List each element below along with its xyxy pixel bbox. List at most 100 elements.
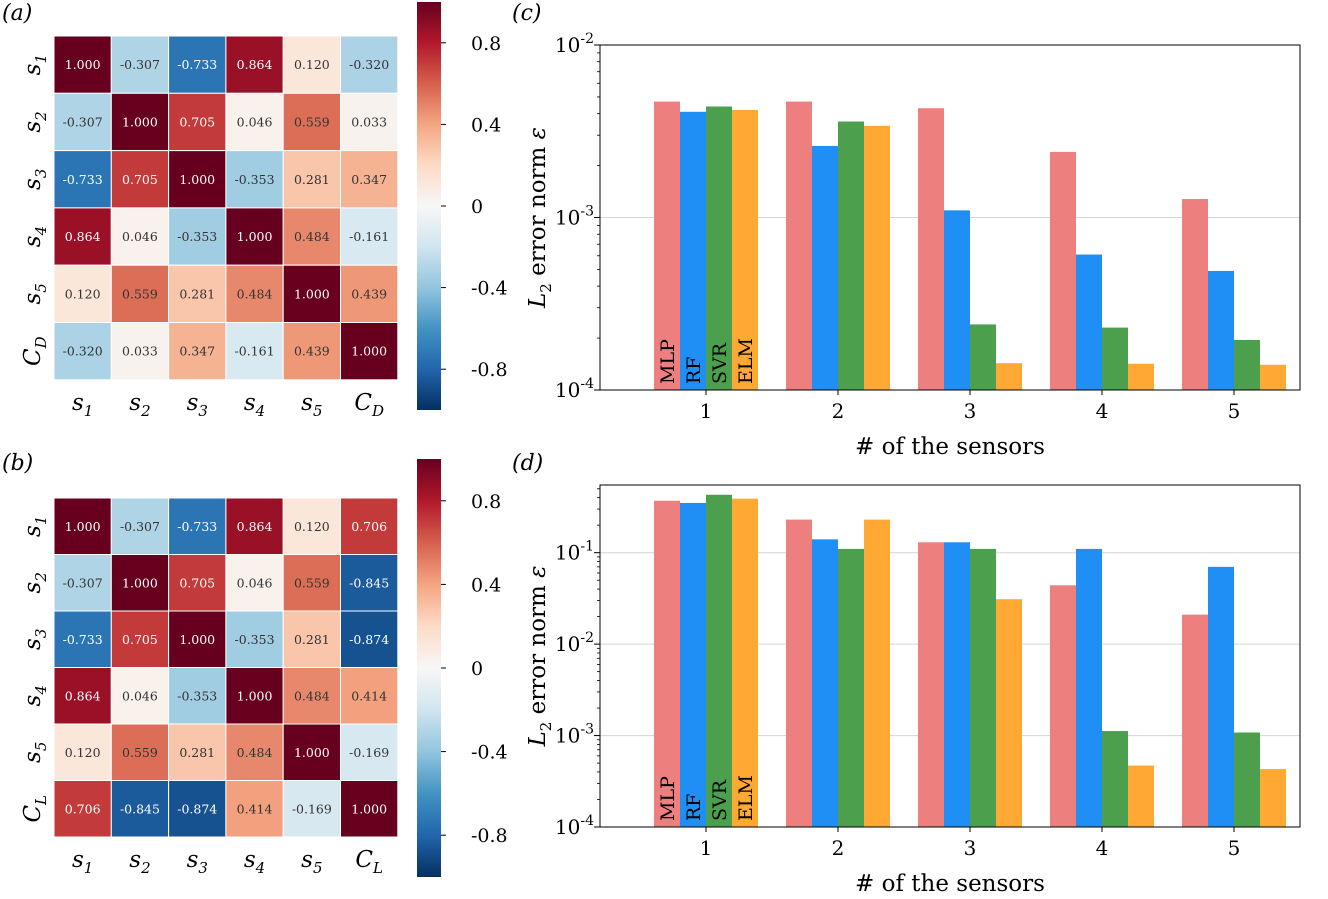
cell-value: 0.559 xyxy=(294,114,330,129)
heatmap-cell xyxy=(225,92,284,152)
y-tick-label: s5 xyxy=(20,742,50,763)
cell-value: -0.733 xyxy=(177,519,217,534)
y-tick-label: s4 xyxy=(20,685,50,706)
cell-value: 0.281 xyxy=(294,172,330,187)
heatmap-cell xyxy=(282,322,342,381)
cell-value: 0.864 xyxy=(237,519,273,534)
x-tick-label: s5 xyxy=(301,847,322,877)
heatmap-cell xyxy=(110,150,170,209)
cell-value: -0.353 xyxy=(177,229,217,244)
axes-frame xyxy=(599,484,1301,828)
bar-series-label: RF xyxy=(683,357,705,385)
heatmap-cell xyxy=(110,610,170,668)
y-tick-label: CD xyxy=(20,336,50,366)
heatmap-cell xyxy=(110,35,170,94)
x-tick-label: 3 xyxy=(964,836,977,860)
colorbar-tick-label: -0.4 xyxy=(471,278,508,300)
y-tick-label: s1 xyxy=(20,516,50,537)
y-tick-label: s3 xyxy=(20,629,50,650)
bar-series-label: RF xyxy=(683,794,705,822)
bar-elm xyxy=(1128,363,1154,390)
cell-value: -0.874 xyxy=(349,632,389,647)
bar-svr xyxy=(1102,731,1128,827)
bar-series-label: SVR xyxy=(709,342,731,384)
cell-value: 0.484 xyxy=(294,229,330,244)
cell-value: 1.000 xyxy=(237,688,273,703)
y-tick-label: 10-4 xyxy=(555,376,594,402)
bar-rf xyxy=(812,539,838,827)
bar-elm xyxy=(1260,769,1286,827)
bar-rf xyxy=(1076,254,1102,390)
bar-rf xyxy=(1076,548,1102,827)
cell-value: 1.000 xyxy=(294,286,330,301)
bar-mlp xyxy=(786,519,812,827)
cell-value: 0.281 xyxy=(179,286,215,301)
panel-label-b: (b) xyxy=(2,451,33,476)
cell-value: -0.353 xyxy=(235,632,275,647)
bar-svr xyxy=(706,494,732,827)
y-tick-label: s2 xyxy=(20,111,50,132)
bar-elm xyxy=(732,498,758,827)
bar-svr xyxy=(1234,732,1260,827)
heatmap-cell xyxy=(282,554,342,612)
cell-value: 0.864 xyxy=(237,57,273,72)
x-tick-label: s4 xyxy=(244,390,265,420)
cell-value: 0.281 xyxy=(179,745,215,760)
heatmap-cell xyxy=(282,207,342,266)
bar-mlp xyxy=(1050,585,1076,827)
bar-rf xyxy=(944,542,970,827)
x-tick-label: s1 xyxy=(72,390,93,420)
x-tick-label: s3 xyxy=(187,390,208,420)
x-tick-label: 2 xyxy=(832,836,845,860)
heatmap-cell xyxy=(53,497,112,555)
cell-value: 0.414 xyxy=(351,688,387,703)
bar-mlp xyxy=(654,500,680,827)
y-tick-label: 10-2 xyxy=(555,630,594,656)
cell-value: 0.705 xyxy=(179,575,215,590)
heatmap-cell xyxy=(225,322,284,381)
cell-value: 1.000 xyxy=(179,632,215,647)
y-tick-label: s5 xyxy=(20,283,50,304)
heatmap-cell xyxy=(282,667,342,725)
bar-rf xyxy=(944,210,970,390)
cell-value: -0.320 xyxy=(63,344,103,359)
heatmap-cell xyxy=(168,610,227,668)
cell-value: 0.484 xyxy=(237,745,273,760)
bar-mlp xyxy=(1182,199,1208,390)
cell-value: 1.000 xyxy=(237,229,273,244)
cell-value: 0.046 xyxy=(122,688,158,703)
cell-value: -0.307 xyxy=(120,519,160,534)
colorbar-tick-label: 0.4 xyxy=(471,574,501,596)
bar-mlp xyxy=(918,108,944,391)
cell-value: -0.161 xyxy=(235,344,275,359)
cell-value: -0.320 xyxy=(349,57,389,72)
x-tick-label: 1 xyxy=(700,399,713,423)
bar-chart-d: 1 2 3 4 5 MLP RF SVR ELM 10-4 10-3 10-2 10-1 # of the… xyxy=(525,484,1301,897)
cell-value: 1.000 xyxy=(179,172,215,187)
y-tick-label: s4 xyxy=(20,226,50,247)
bar-series-label: MLP xyxy=(657,776,679,821)
heatmap-cell xyxy=(225,264,284,324)
heatmap-cell xyxy=(340,35,399,94)
cell-value: 0.706 xyxy=(65,801,101,816)
bar-elm xyxy=(864,125,890,390)
heatmap-cell xyxy=(53,35,112,94)
cell-value: 1.000 xyxy=(351,801,387,816)
panel-label-c: (c) xyxy=(512,1,542,26)
x-tick-label: s4 xyxy=(244,847,265,877)
bar-svr xyxy=(706,106,732,391)
x-tick-label: s5 xyxy=(301,390,322,420)
heatmap-cell xyxy=(340,723,399,781)
cell-value: -0.874 xyxy=(177,801,217,816)
heatmap-cell xyxy=(340,150,399,209)
heatmap-cell xyxy=(110,92,170,152)
heatmap-cell xyxy=(53,322,112,381)
bar-rf xyxy=(680,502,706,827)
panel-label-d: (d) xyxy=(512,451,543,476)
cell-value: 0.559 xyxy=(122,745,158,760)
x-tick-label: 2 xyxy=(832,399,845,423)
bar-svr xyxy=(970,548,996,827)
bar-svr xyxy=(970,324,996,390)
heatmap-cell xyxy=(282,610,342,668)
